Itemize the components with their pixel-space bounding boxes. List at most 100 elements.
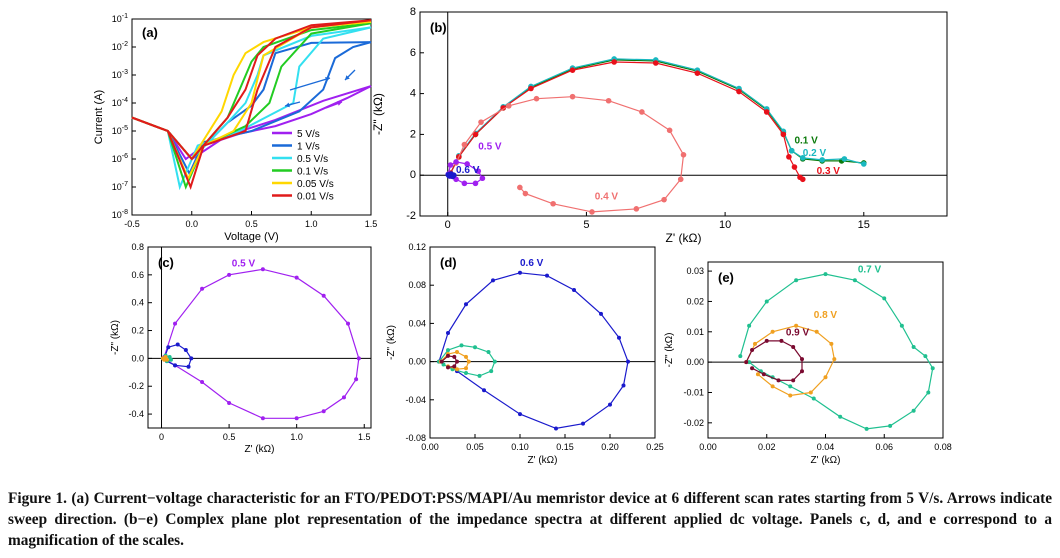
data-point [479,175,486,182]
data-point [794,323,799,328]
iv-curve-fwd [131,19,372,190]
y-tick-label: 10-5 [112,125,128,136]
data-point [808,390,813,395]
y-tick-label: 0.03 [686,266,704,276]
x-axis-label: Voltage (V) [224,231,278,243]
data-point [447,162,454,168]
data-point [446,330,450,335]
y-tick-label: 10-4 [112,97,128,108]
data-point [626,359,630,364]
y-tick-label: -0.02 [683,418,704,428]
sweep-arrowhead [337,101,342,106]
y-axis-label: -Z" (kΩ) [110,320,121,355]
data-point [747,360,752,365]
x-tick-label: 1.5 [365,219,378,229]
data-point [744,360,749,365]
data-point [186,364,191,369]
data-point [791,344,796,349]
iv-curve-fwd [131,41,372,176]
panel-b-nyquist: 0 5 10 15 -2 0 2 4 6 8 Z' (kΩ) -Z" (kΩ) (b) 0.1 V0.2 … [371,6,948,245]
x-tick-label: 0.00 [421,442,439,452]
data-point [294,275,299,280]
data-point [829,341,834,346]
data-point [554,426,558,431]
iv-curve-fwd [131,22,372,190]
data-point [930,366,935,371]
data-point [441,362,446,367]
data-point [761,372,766,377]
data-point [763,109,770,115]
series-line-0-7-V [739,273,934,430]
data-point [608,402,612,407]
data-point [605,97,612,104]
x-tick-label: 0.08 [934,442,952,452]
y-tick-label: -0.2 [128,381,144,391]
series-line-0-6-V [438,272,629,430]
x-tick-label: 0.25 [646,442,664,452]
y-tick-label: 0 [410,169,416,181]
data-point [260,267,265,272]
data-point [800,357,804,362]
data-point [569,67,576,73]
panel-d-nyquist-zoom: 0.00 0.05 0.10 0.15 0.20 0.25 -0.08 -0.04 0.00 0.… [386,242,664,466]
data-point [341,395,346,400]
series-label: 0.6 V [456,165,480,176]
plot-frame [147,246,372,429]
y-tick-label: -0.08 [405,433,426,443]
plot-frame [419,11,948,217]
data-point [661,196,667,203]
data-point [770,384,775,389]
y-tick-label: 0.12 [408,242,426,252]
data-point [680,152,687,158]
y-tick-label: 4 [410,88,416,100]
data-point [475,168,482,174]
x-tick-label: 0.04 [817,442,835,452]
y-tick-label: 0.2 [131,326,144,336]
legend-label: 0.1 V/s [297,167,328,178]
y-axis-label: Current (A) [93,90,105,144]
data-point [864,426,869,431]
y-tick-label: 0.01 [686,327,704,337]
x-axis-label: Z' (kΩ) [245,444,275,455]
data-point [472,131,479,138]
data-point [841,156,848,162]
y-tick-label: -0.4 [128,409,144,419]
data-point [452,364,457,369]
data-point [926,390,931,395]
panel-label: (c) [158,255,174,270]
data-point [533,95,540,102]
data-point [455,350,459,355]
x-tick-label: 0 [445,219,451,231]
series-label: 0.5 V [232,258,256,269]
y-tick-label: 8 [410,6,416,18]
y-tick-label: 10-1 [112,13,128,24]
data-point [776,378,781,383]
series-line-0-5-V [163,268,360,419]
data-point [486,350,491,355]
data-point [750,348,755,352]
data-point [453,159,459,165]
data-point [173,363,178,368]
data-point [492,359,497,364]
x-tick-label: 5 [583,219,589,231]
data-point [189,356,194,361]
data-point [779,338,784,343]
series-label: 0.9 V [786,328,810,339]
data-point [472,180,479,187]
data-point [832,357,837,362]
data-point [738,354,743,359]
data-point [200,380,205,385]
data-point [799,155,806,161]
panel-label: (b) [430,20,447,35]
iv-curve-fwd [131,20,372,182]
data-point [321,293,326,298]
series-label: 0.1 V [794,136,818,147]
x-tick-label: 0.05 [466,442,484,452]
data-point [459,343,464,348]
data-point [354,377,359,382]
x-tick-label: -0.5 [124,219,140,229]
data-point [755,372,760,377]
y-tick-label: 0.8 [131,242,144,252]
data-point [633,206,640,212]
x-tick-label: 0.5 [245,219,258,229]
